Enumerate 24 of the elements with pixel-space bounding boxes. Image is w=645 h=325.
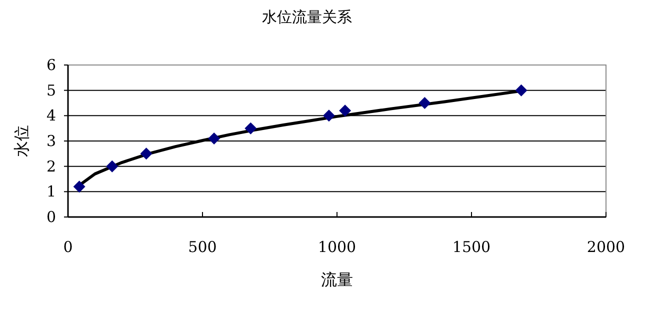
point <box>515 84 528 96</box>
chart-title: 水位流量关系 <box>262 8 352 26</box>
x-tick-label: 2000 <box>586 238 626 256</box>
point <box>339 104 352 117</box>
point <box>322 110 335 122</box>
y-tick-label: 6 <box>46 56 56 74</box>
y-tick-label: 4 <box>46 106 56 125</box>
y-tick-label: 5 <box>46 81 56 100</box>
x-axis-title: 流量 <box>321 270 353 289</box>
y-tick-label: 2 <box>46 157 56 176</box>
y-tick-label: 1 <box>46 182 56 201</box>
x-tick-label: 0 <box>63 238 73 256</box>
y-tick-label: 3 <box>46 132 56 150</box>
y-tick-label: 0 <box>46 208 56 226</box>
point <box>140 148 152 160</box>
point <box>106 160 118 172</box>
x-tick-label: 1500 <box>452 238 491 256</box>
point <box>418 97 431 109</box>
point <box>208 132 220 144</box>
point <box>73 180 86 193</box>
x-tick-label: 1000 <box>318 238 356 256</box>
point <box>244 122 257 134</box>
x-tick-label: 500 <box>188 238 217 256</box>
y-axis-title: 水位 <box>12 125 31 157</box>
